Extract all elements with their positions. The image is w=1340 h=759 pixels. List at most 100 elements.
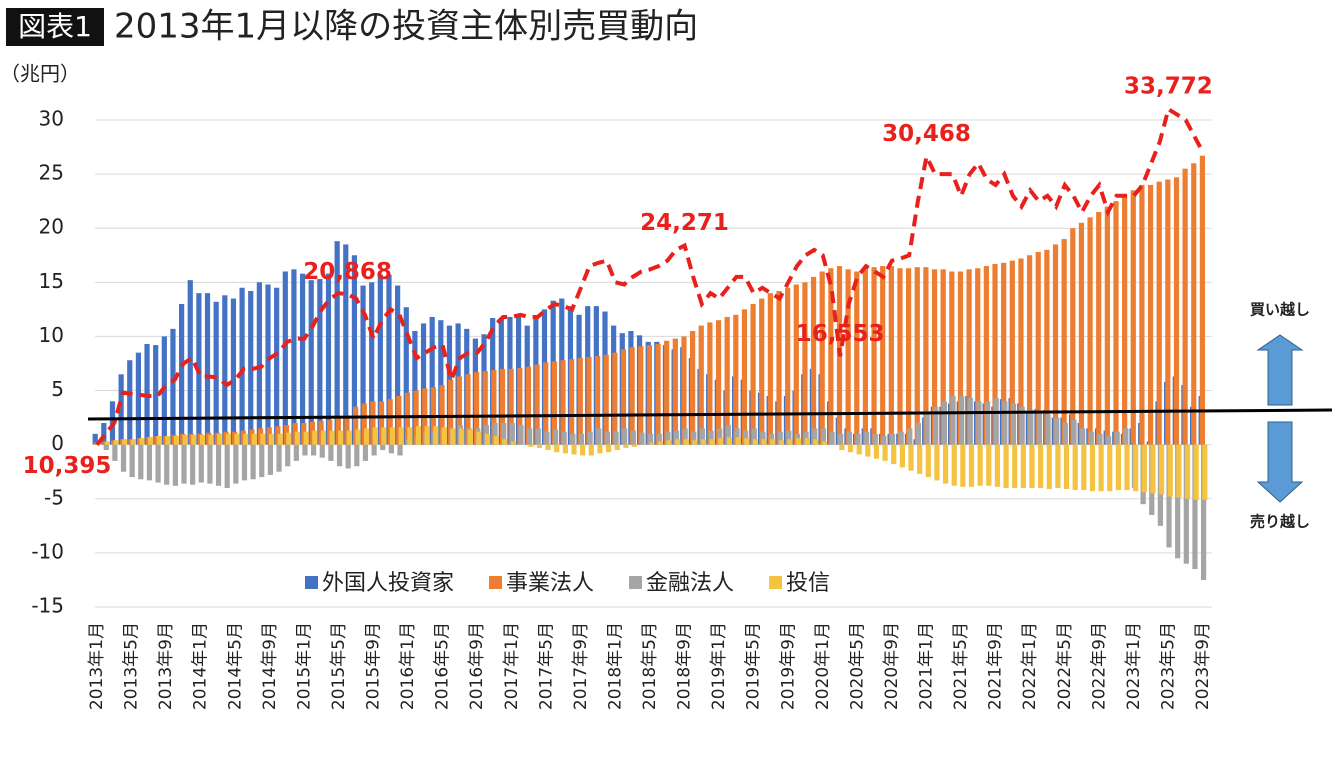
- bar: [672, 338, 678, 445]
- bar: [456, 376, 462, 445]
- bar: [1063, 444, 1070, 490]
- bar: [346, 430, 352, 445]
- x-tick-label: 2018年1月: [605, 622, 625, 710]
- bar: [493, 435, 499, 445]
- bar: [181, 444, 187, 484]
- bar: [204, 293, 211, 445]
- badge: 図表1: [18, 10, 92, 43]
- bar: [345, 444, 351, 469]
- bar: [319, 444, 325, 458]
- bar: [336, 444, 343, 467]
- x-tick-label: 2016年5月: [433, 622, 453, 710]
- bar: [285, 444, 291, 467]
- bar: [770, 439, 776, 445]
- bar: [675, 439, 681, 445]
- x-tick-label: 2015年5月: [329, 622, 349, 710]
- bar: [248, 290, 254, 445]
- bar: [1192, 444, 1198, 570]
- bar: [690, 331, 696, 445]
- bar: [717, 428, 723, 445]
- bar: [135, 352, 142, 445]
- bar: [933, 406, 939, 445]
- badge-box: [6, 8, 104, 46]
- bar: [683, 439, 689, 445]
- bar: [508, 368, 514, 445]
- bar: [1115, 444, 1121, 491]
- bar: [873, 444, 880, 459]
- bar: [847, 444, 854, 453]
- bar: [491, 369, 497, 445]
- bar: [750, 303, 756, 445]
- bar: [403, 307, 409, 445]
- bar: [148, 437, 154, 445]
- bar: [959, 395, 965, 445]
- x-tick-label: 2022年1月: [1020, 622, 1040, 710]
- bar: [838, 433, 844, 445]
- bar: [362, 444, 369, 461]
- bar: [1089, 444, 1096, 492]
- bar: [551, 361, 557, 445]
- bar: [655, 344, 661, 445]
- bar: [386, 274, 392, 445]
- bar: [940, 269, 946, 445]
- bar: [164, 444, 170, 485]
- bar: [638, 346, 644, 445]
- bar: [709, 439, 715, 445]
- bar: [243, 433, 249, 445]
- value-label: 30,468: [882, 121, 971, 147]
- value-label: 24,271: [640, 210, 729, 236]
- bar: [880, 266, 886, 445]
- bar: [829, 431, 835, 445]
- bar: [698, 325, 704, 445]
- value-label: 20,868: [303, 259, 392, 285]
- bar: [459, 428, 465, 445]
- bar: [1028, 410, 1034, 445]
- bar: [308, 280, 314, 445]
- x-tick-label: 2014年1月: [191, 622, 211, 710]
- bar: [528, 444, 534, 447]
- bar: [701, 439, 707, 445]
- bar: [355, 429, 361, 445]
- bar: [648, 433, 654, 445]
- buy-arrow: [1256, 334, 1304, 406]
- bar: [1002, 401, 1008, 445]
- bar: [744, 438, 750, 445]
- bar: [1044, 249, 1050, 445]
- bar: [501, 423, 507, 445]
- bar: [360, 285, 366, 445]
- bar: [776, 290, 782, 445]
- bar: [155, 444, 161, 483]
- bar: [343, 244, 349, 445]
- bar: [854, 271, 860, 445]
- bar: [113, 440, 119, 445]
- bar: [649, 442, 655, 445]
- bar: [1088, 431, 1094, 445]
- bar: [725, 425, 731, 445]
- bar: [1130, 190, 1136, 445]
- bar: [544, 431, 550, 445]
- bar: [960, 444, 966, 487]
- bar: [1193, 444, 1199, 500]
- bar: [855, 433, 861, 445]
- y-tick-label: 25: [39, 161, 64, 185]
- x-tick-label: 2013年9月: [156, 622, 176, 710]
- bar: [865, 444, 871, 457]
- bar: [412, 331, 418, 445]
- bar: [888, 266, 894, 445]
- bar: [862, 269, 869, 445]
- bar: [1038, 444, 1044, 488]
- bar: [1165, 179, 1171, 445]
- bar: [286, 432, 292, 445]
- bar: [518, 425, 524, 445]
- bar: [629, 347, 635, 445]
- bar: [120, 444, 127, 472]
- bar: [499, 368, 506, 445]
- bar: [338, 430, 344, 445]
- bar: [138, 444, 144, 480]
- bar: [976, 401, 982, 445]
- x-tick-label: 2021年9月: [986, 622, 1006, 710]
- bar: [743, 430, 749, 445]
- y-tick-label: 30: [39, 106, 64, 130]
- bar: [1046, 444, 1052, 490]
- bar: [984, 401, 991, 445]
